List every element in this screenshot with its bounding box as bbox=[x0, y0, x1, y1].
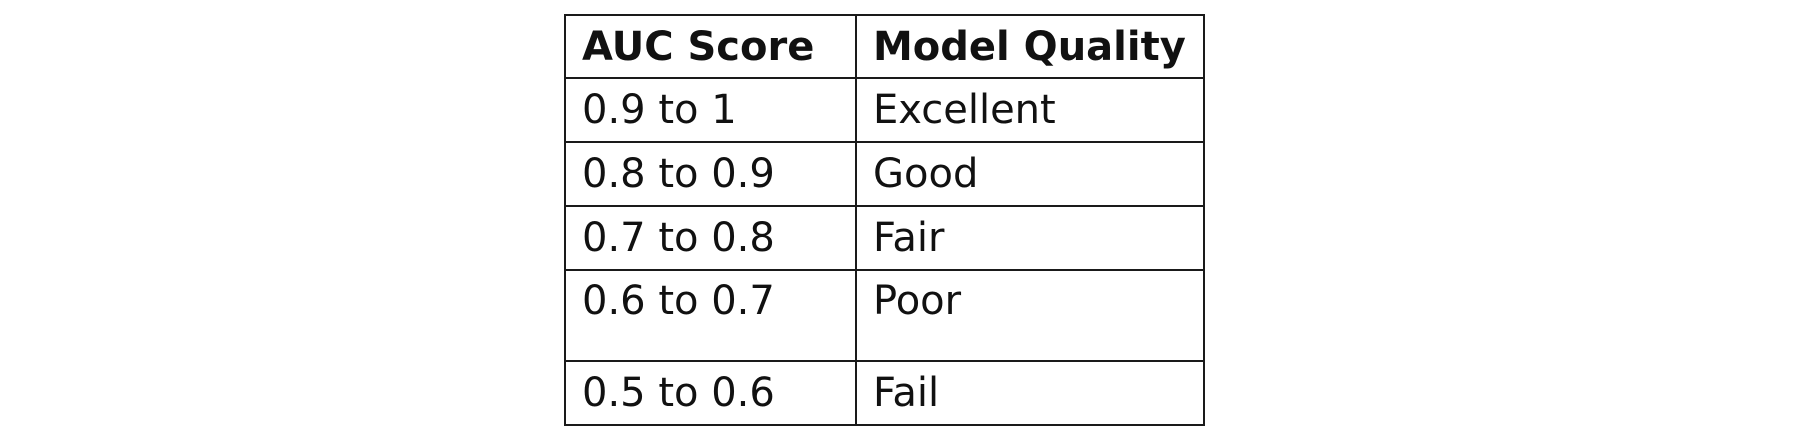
auc-score-cell: 0.9 to 1 bbox=[564, 77, 857, 143]
header-auc-score: AUC Score bbox=[564, 14, 857, 79]
table-row: 0.7 to 0.8 Fair bbox=[564, 205, 1205, 271]
auc-quality-table: AUC Score Model Quality 0.9 to 1 Excelle… bbox=[564, 14, 1205, 426]
table-row: 0.6 to 0.7 Poor bbox=[564, 269, 1205, 362]
model-quality-cell: Fail bbox=[855, 360, 1205, 426]
model-quality-cell: Fair bbox=[855, 205, 1205, 271]
table-row: 0.9 to 1 Excellent bbox=[564, 77, 1205, 143]
auc-score-cell: 0.6 to 0.7 bbox=[564, 269, 857, 362]
auc-score-cell: 0.8 to 0.9 bbox=[564, 141, 857, 207]
header-model-quality: Model Quality bbox=[855, 14, 1205, 79]
model-quality-cell: Poor bbox=[855, 269, 1205, 362]
table-header-row: AUC Score Model Quality bbox=[564, 14, 1205, 79]
model-quality-cell: Excellent bbox=[855, 77, 1205, 143]
auc-score-cell: 0.7 to 0.8 bbox=[564, 205, 857, 271]
auc-score-cell: 0.5 to 0.6 bbox=[564, 360, 857, 426]
model-quality-cell: Good bbox=[855, 141, 1205, 207]
table-row: 0.5 to 0.6 Fail bbox=[564, 360, 1205, 426]
table-row: 0.8 to 0.9 Good bbox=[564, 141, 1205, 207]
